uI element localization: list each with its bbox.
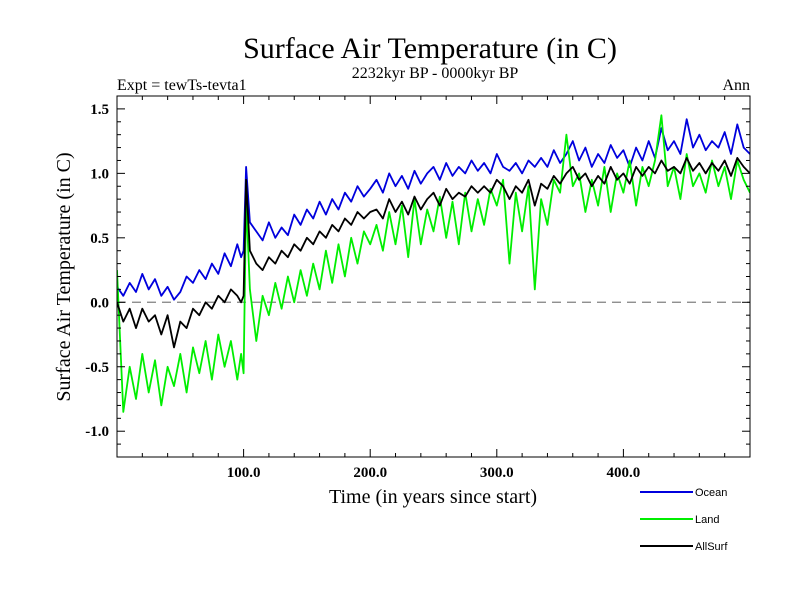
legend-label-land: Land <box>695 514 719 526</box>
y-tick-label: 0.5 <box>90 231 109 247</box>
x-axis: 100.0 200.0 300.0 400.0 <box>141 96 726 481</box>
chart-subtitle: 2232kyr BP - 0000kyr BP <box>352 65 519 82</box>
y-tick-label: 1.5 <box>90 102 109 118</box>
y-tick-label: -0.5 <box>85 360 109 376</box>
legend: Ocean Land AllSurf <box>640 487 728 553</box>
y-tick-label: 1.0 <box>90 166 109 182</box>
series-line-land <box>117 114 750 413</box>
experiment-annotation: Expt = tewTs-tevta1 <box>117 77 247 94</box>
chart-title: Surface Air Temperature (in C) <box>243 32 617 65</box>
x-tick-label: 200.0 <box>353 465 387 481</box>
series-line-allsurf <box>117 157 750 349</box>
y-axis: -1.0 -0.5 0.0 0.5 1.0 1.5 <box>85 102 750 445</box>
x-tick-label: 400.0 <box>607 465 641 481</box>
plot-area <box>117 114 750 413</box>
y-tick-label: -1.0 <box>85 424 109 440</box>
x-tick-label: 300.0 <box>480 465 514 481</box>
plot-frame <box>116 95 751 458</box>
legend-label-ocean: Ocean <box>695 487 727 499</box>
legend-label-allsurf: AllSurf <box>695 541 728 553</box>
y-axis-label: Surface Air Temperature (in C) <box>53 152 75 401</box>
series-line-ocean <box>117 118 750 301</box>
x-axis-label: Time (in years since start) <box>329 486 537 508</box>
period-annotation: Ann <box>722 77 750 94</box>
x-tick-label: 100.0 <box>227 465 261 481</box>
y-tick-label: 0.0 <box>90 295 109 311</box>
